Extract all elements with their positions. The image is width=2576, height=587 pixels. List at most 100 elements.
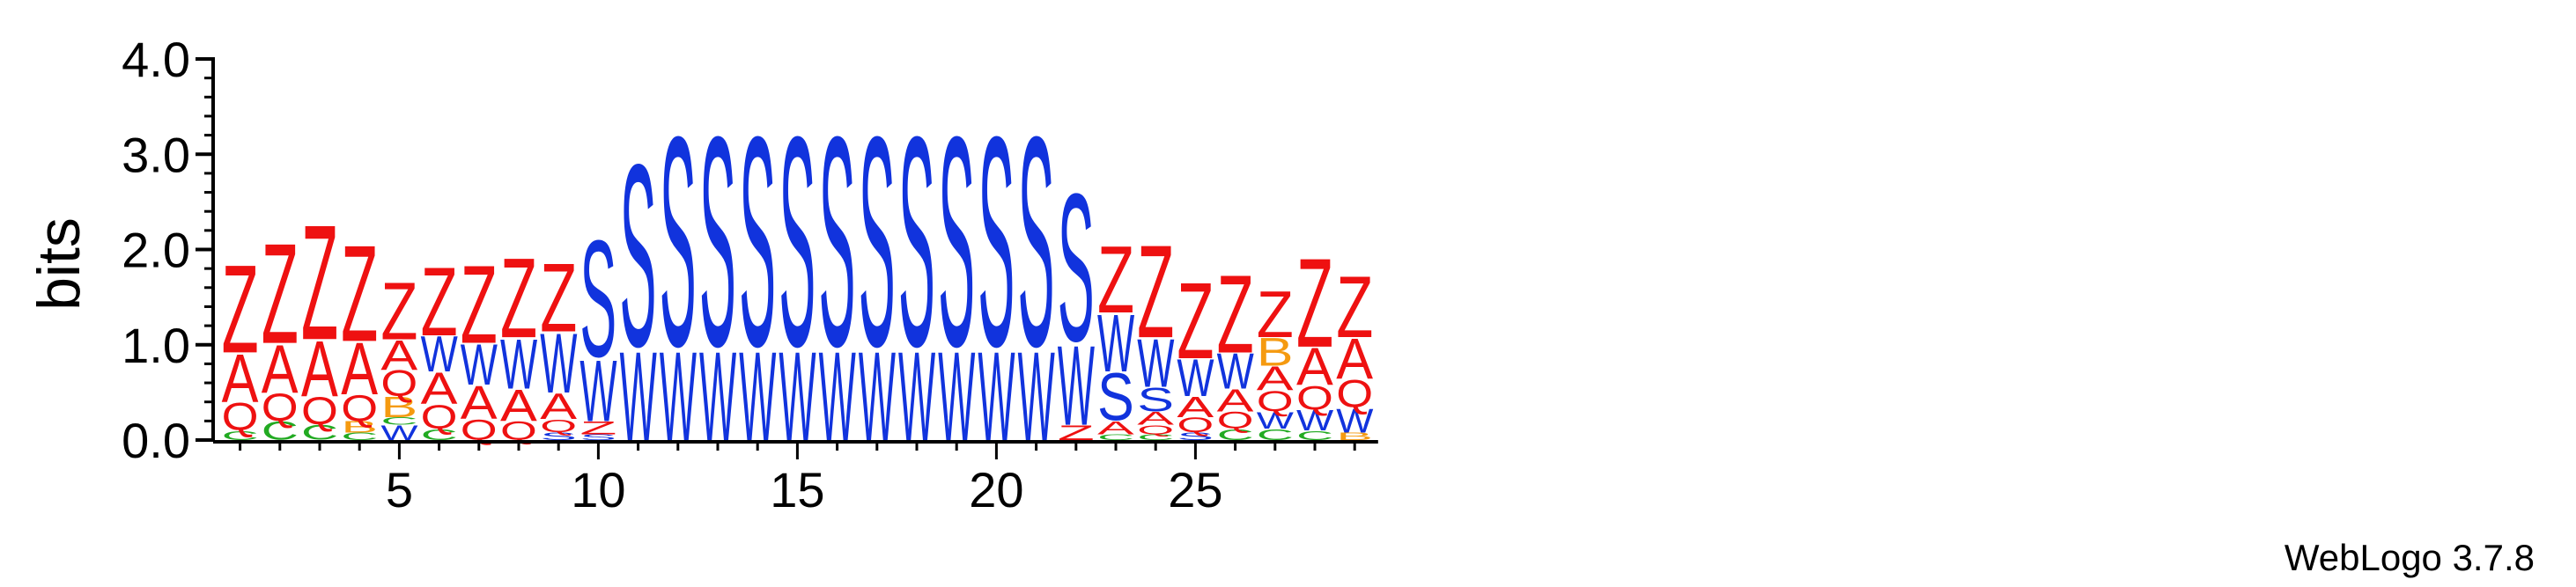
logo-letter-Q: Q (1177, 413, 1214, 437)
logo-letter-Q: Q (421, 398, 458, 436)
logo-letter-Q: Q (1257, 386, 1294, 418)
logo-letter-W: W (1058, 322, 1095, 449)
x-tick-label: 25 (1168, 462, 1222, 517)
logo-letter-W: W (421, 327, 459, 382)
logo-letter-S: S (938, 75, 975, 409)
y-tick-label: 0.0 (122, 413, 190, 468)
logo-letter-C: C (1296, 429, 1333, 444)
logo-letter-Q: Q (1336, 372, 1373, 415)
logo-letter-A: A (500, 381, 538, 431)
logo-letter-W: W (1336, 401, 1374, 440)
x-tick-label: 15 (770, 462, 824, 517)
logo-letter-A: A (380, 331, 418, 378)
logo-letter-A: A (341, 327, 378, 410)
logo-letter-A: A (1336, 327, 1373, 392)
logo-letter-S: S (699, 75, 736, 409)
logo-letter-Z: Z (461, 242, 498, 367)
logo-letter-C: C (1257, 426, 1294, 444)
logo-letter-S: S (1058, 150, 1095, 386)
logo-letter-S: S (1177, 430, 1214, 442)
logo-letter-S: S (779, 75, 816, 409)
logo-letter-S: S (819, 75, 856, 409)
logo-letter-W: W (1217, 343, 1255, 399)
logo-letter-Z: Z (301, 191, 338, 374)
logo-letter-Z: Z (341, 216, 378, 371)
x-tick-label: 5 (386, 462, 413, 517)
logo-letter-A: A (1296, 337, 1333, 397)
logo-letter-W: W (1257, 407, 1294, 434)
logo-letter-Z: Z (1097, 227, 1134, 334)
logo-letter-A: A (222, 341, 259, 417)
logo-letter-W: W (540, 316, 577, 411)
logo-column-19: WS (938, 75, 975, 467)
logo-letter-C: C (341, 430, 378, 442)
logo-letter-A: A (1097, 418, 1135, 438)
logo-letter-Q: Q (1296, 378, 1333, 416)
logo-letter-Z: Z (1137, 217, 1174, 365)
x-tick-label: 20 (969, 462, 1023, 517)
logo-column-15: WS (779, 75, 816, 467)
logo-letter-A: A (1257, 360, 1294, 398)
logo-letter-B: B (341, 418, 378, 436)
logo-letter-W: W (500, 324, 537, 403)
logo-column-22: ZWS (1058, 150, 1095, 450)
logo-letter-W: W (579, 342, 616, 440)
logo-letter-Q: Q (341, 389, 378, 429)
logo-letter-C: C (222, 429, 259, 444)
logo-letter-S: S (660, 75, 697, 409)
y-axis: 0.0 1.0 2.0 3.0 4.0 (122, 32, 215, 468)
logo-letter-Q: Q (380, 364, 417, 405)
logo-column-18: WS (898, 75, 935, 467)
y-tick-label: 3.0 (122, 127, 190, 182)
y-tick-label: 2.0 (122, 223, 190, 278)
y-axis-label: bits (26, 217, 92, 311)
logo-letter-B: B (1257, 330, 1294, 374)
logo-letter-A: A (540, 386, 577, 428)
logo-letter-Q: Q (262, 385, 299, 429)
logo-column-17: WS (859, 75, 896, 467)
logo-column-11: WS (620, 111, 657, 468)
logo-letter-Z: Z (421, 246, 458, 356)
logo-letter-Z: Z (1217, 252, 1254, 377)
logo-letter-Q: Q (1217, 407, 1254, 433)
logo-letter-Q: Q (301, 390, 338, 433)
logo-letter-S: S (579, 205, 616, 392)
logo-letter-S: S (1137, 381, 1174, 419)
logo-letter-W: W (1296, 405, 1333, 437)
logo-letter-Z: Z (222, 239, 259, 379)
weblogo-version-footer: WebLogo 3.7.8 (2284, 537, 2535, 578)
logo-column-13: WS (699, 75, 736, 467)
logo-letter-Q: Q (1137, 422, 1174, 437)
logo-letter-Z: Z (1177, 261, 1214, 382)
logo-letter-W: W (1097, 298, 1134, 389)
logo-letter-W: W (1137, 325, 1174, 401)
logo-letter-A: A (421, 363, 459, 414)
logo-letter-C: C (1097, 433, 1134, 442)
logo-letter-Z: Z (262, 215, 299, 374)
logo-letter-S: S (859, 75, 896, 409)
logo-letter-Z: Z (1336, 260, 1373, 356)
logo-letter-Q: Q (222, 395, 259, 438)
logo-letter-S: S (1097, 358, 1134, 435)
x-tick-label: 10 (571, 462, 625, 517)
logo-letter-A: A (301, 326, 338, 414)
logo-letter-A: A (262, 331, 299, 407)
logo-letter-Q: Q (540, 415, 577, 436)
logo-letter-A: A (1217, 383, 1254, 418)
logo-letter-Z: Z (380, 266, 417, 357)
logo-letter-A: A (1137, 408, 1175, 429)
logo-letter-A: A (461, 377, 498, 429)
logo-column-21: WS (1018, 75, 1055, 467)
